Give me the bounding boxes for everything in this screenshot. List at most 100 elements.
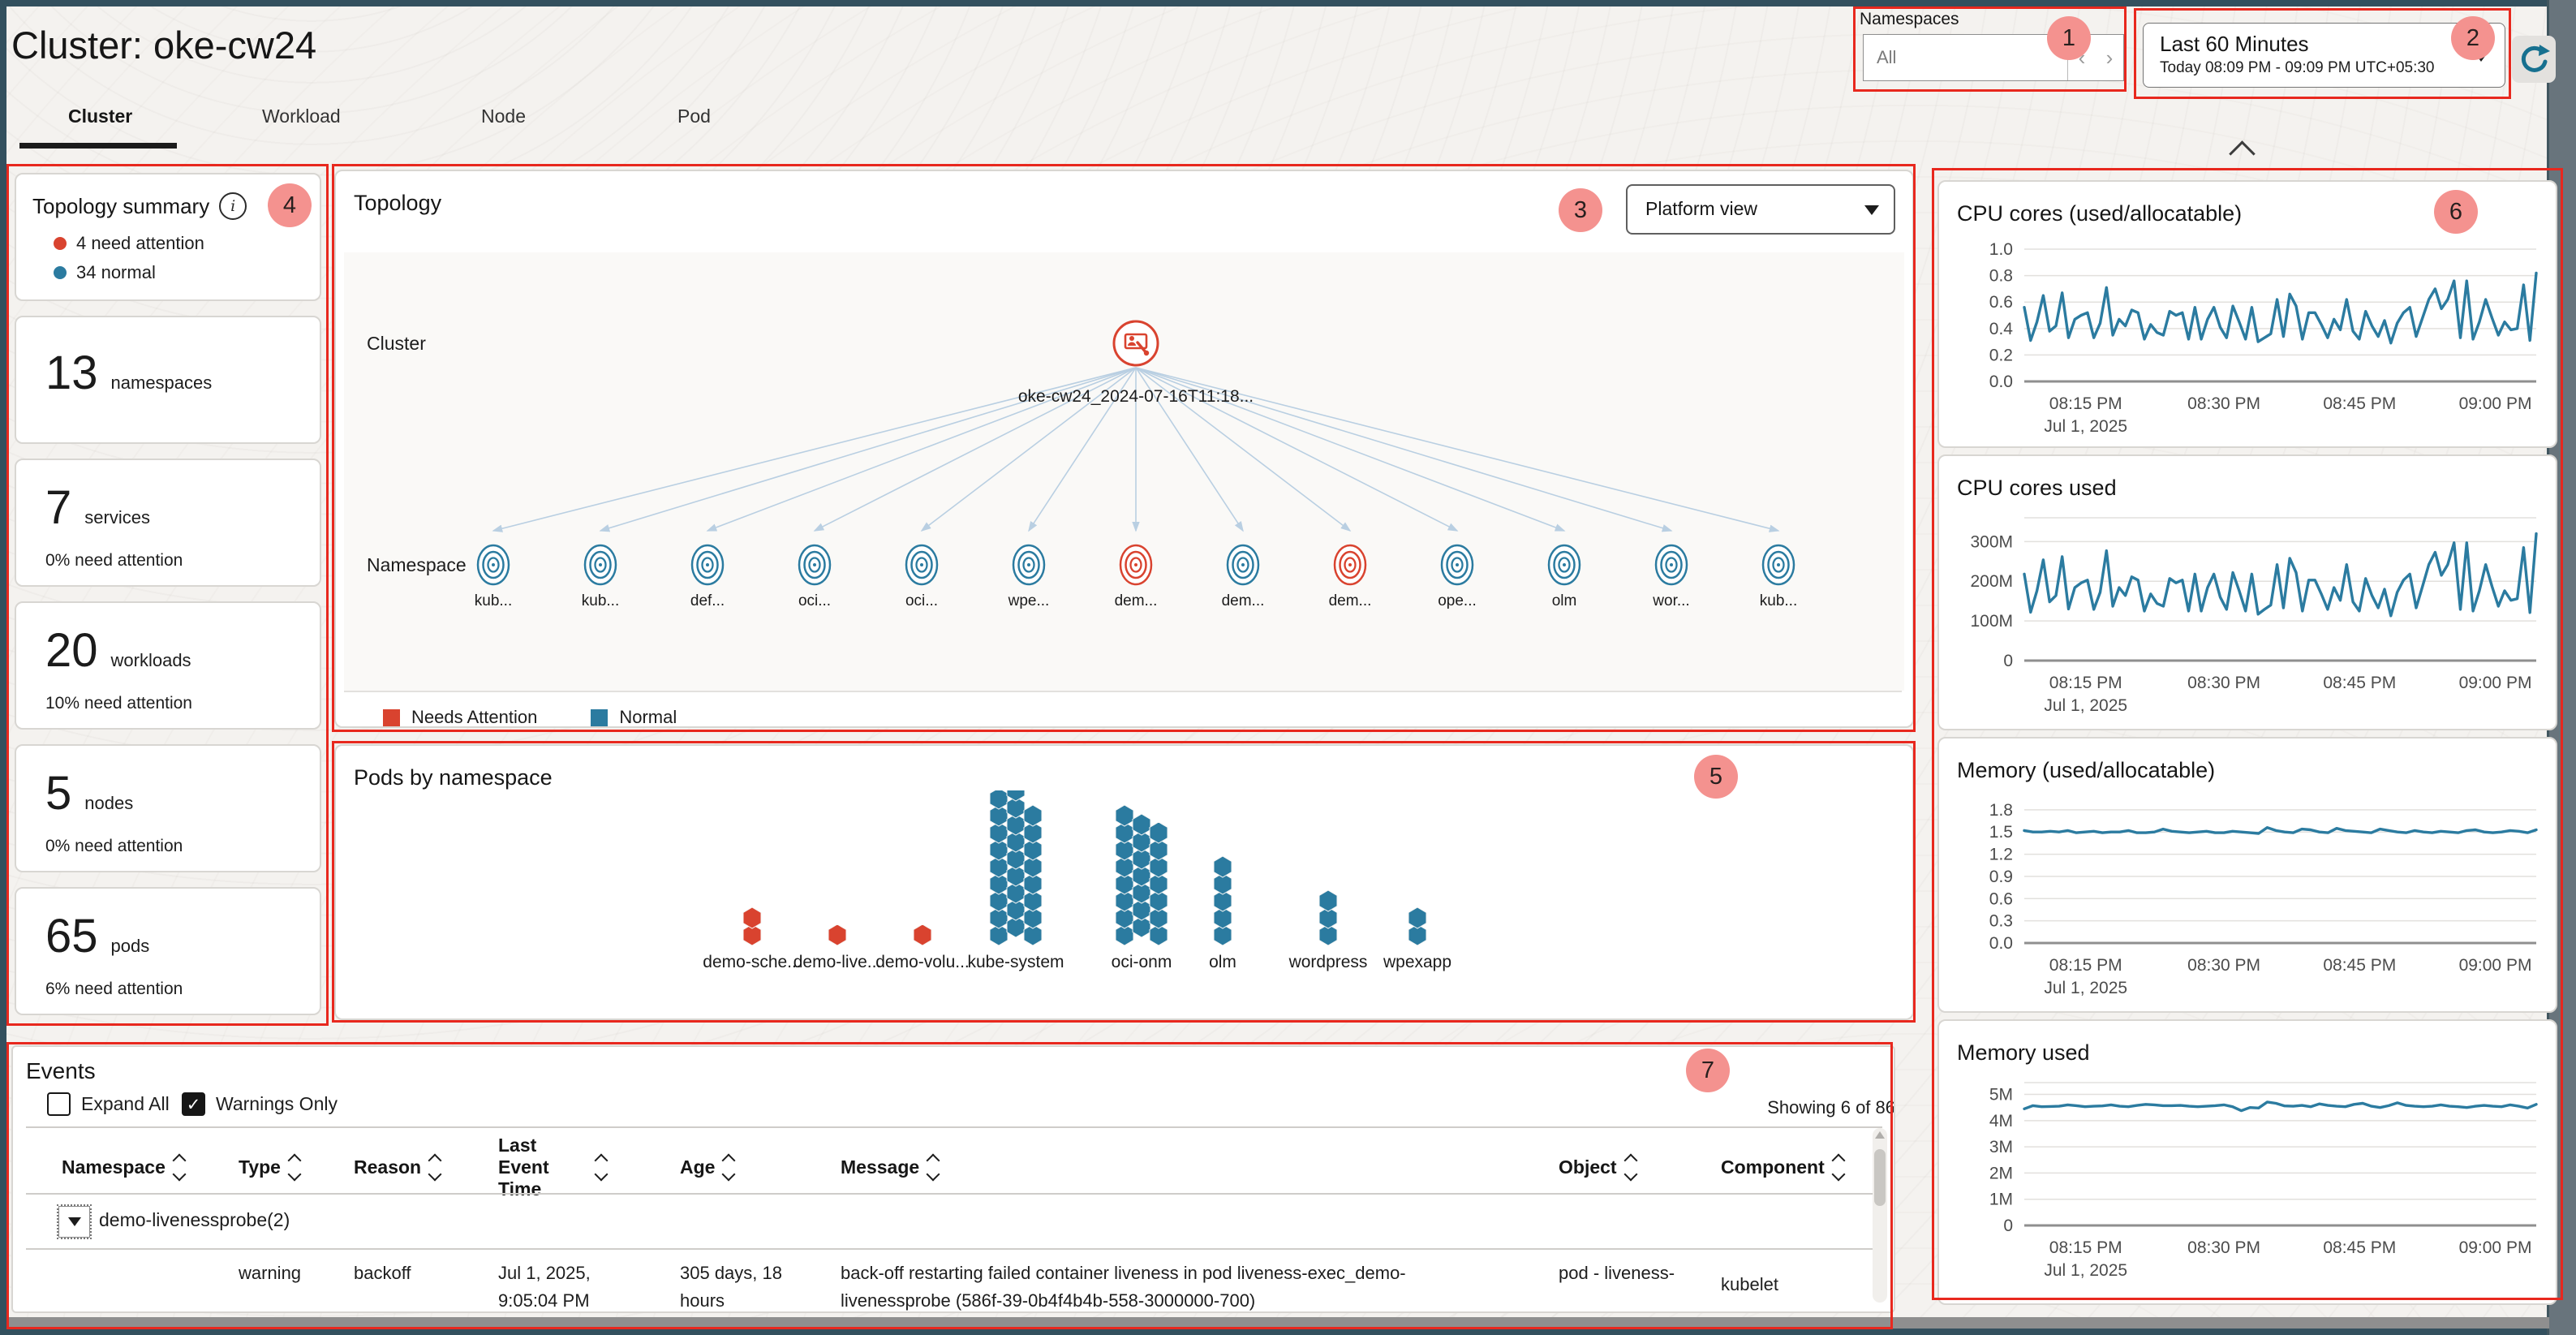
namespace-node[interactable]: dem... (1115, 544, 1158, 609)
pod-hex[interactable] (1213, 855, 1232, 878)
warnings-only-filter[interactable]: ✓ Warnings Only (182, 1092, 338, 1116)
tab-cluster[interactable]: Cluster (68, 106, 133, 127)
pod-hex[interactable] (1149, 855, 1168, 878)
pod-hex[interactable] (1023, 838, 1043, 861)
tab-pod[interactable]: Pod (677, 106, 711, 127)
pod-hex[interactable] (1318, 907, 1338, 929)
column-header-last-event-time[interactable]: Last Event Time (498, 1135, 680, 1200)
pod-hex[interactable] (1023, 872, 1043, 895)
pod-hex[interactable] (1149, 821, 1168, 844)
namespace-node[interactable]: kub... (1760, 544, 1797, 609)
topology-edge (1135, 367, 1352, 532)
y-tick-label: 0.0 (1989, 934, 2013, 953)
window-bottom-scroll-strip[interactable] (6, 1317, 2549, 1329)
stat-card-nodes[interactable]: 5 nodes 0% need attention (15, 744, 321, 872)
pod-hex[interactable] (1023, 821, 1043, 844)
pod-hex[interactable] (828, 924, 847, 946)
topology-edge (492, 367, 1137, 532)
topology-view-select[interactable]: Platform view (1626, 184, 1895, 235)
pods-group-label: wordpress (1288, 953, 1368, 971)
info-icon[interactable]: i (219, 192, 247, 220)
namespace-node[interactable]: kub... (582, 544, 619, 609)
cluster-node[interactable] (1112, 320, 1159, 367)
column-header-age[interactable]: Age (680, 1153, 841, 1182)
chevron-right-icon[interactable]: › (2105, 45, 2114, 70)
namespace-node[interactable]: dem... (1329, 544, 1372, 609)
pod-hex[interactable] (1408, 907, 1427, 929)
sort-icon[interactable] (1831, 1153, 1846, 1182)
stat-card-services[interactable]: 7 services 0% need attention (15, 459, 321, 587)
sort-icon[interactable] (287, 1153, 302, 1182)
pod-hex[interactable] (1023, 855, 1043, 878)
namespace-node[interactable]: ope... (1438, 544, 1477, 609)
column-header-type[interactable]: Type (239, 1153, 354, 1182)
chart-card-memory-ratio: Memory (used/allocatable) 1.8 1.5 1.2 0.9 0.… (1937, 737, 2557, 1013)
events-scrollbar[interactable] (1873, 1128, 1887, 1303)
pod-hex[interactable] (742, 907, 762, 929)
pod-hex[interactable] (1318, 889, 1338, 912)
pod-hex[interactable] (1213, 872, 1232, 895)
sort-icon[interactable] (594, 1153, 609, 1182)
divider (26, 1193, 1882, 1195)
scroll-up-icon[interactable] (1875, 1131, 1885, 1139)
sort-icon[interactable] (428, 1153, 442, 1182)
pod-hex[interactable] (1213, 889, 1232, 912)
pod-hex[interactable] (1006, 796, 1026, 819)
events-table-row[interactable]: warning backoff Jul 1, 2025, 9:05:04 PM … (62, 1260, 1867, 1311)
pod-hex[interactable] (1149, 838, 1168, 861)
pod-hex[interactable] (1023, 804, 1043, 827)
pod-hex[interactable] (989, 790, 1008, 810)
chart-card-cpu-used: CPU cores used 300M 200M 100M 0 08:15 PM 08:3… (1937, 454, 2557, 730)
column-header-message[interactable]: Message (841, 1153, 1559, 1182)
pod-hex[interactable] (913, 924, 932, 946)
pod-hex[interactable] (1213, 924, 1232, 946)
pod-hex[interactable] (1149, 907, 1168, 929)
y-tick-label: 1.8 (1989, 801, 2013, 820)
pod-hex[interactable] (1213, 907, 1232, 929)
chevron-left-icon[interactable]: ‹ (2078, 45, 2086, 70)
expand-all-filter[interactable]: Expand All (47, 1092, 170, 1116)
pod-hex[interactable] (742, 924, 762, 946)
warnings-only-checkbox[interactable]: ✓ (182, 1092, 205, 1116)
cell-last-event-time: Jul 1, 2025, 9:05:04 PM (498, 1263, 591, 1311)
scrollbar-thumb[interactable] (1874, 1149, 1886, 1206)
attention-square-icon (383, 708, 400, 726)
sort-icon[interactable] (926, 1153, 940, 1182)
namespace-node[interactable]: kub... (475, 544, 512, 609)
stat-card-workloads[interactable]: 20 workloads 10% need attention (15, 601, 321, 730)
pod-hex[interactable] (1408, 924, 1427, 946)
namespace-node[interactable]: def... (690, 544, 725, 609)
pod-hex[interactable] (1149, 872, 1168, 895)
tab-workload[interactable]: Workload (262, 106, 341, 127)
pod-hex[interactable] (1318, 924, 1338, 946)
sort-icon[interactable] (721, 1153, 736, 1182)
column-header-namespace[interactable]: Namespace (62, 1153, 239, 1182)
sort-icon[interactable] (172, 1153, 187, 1182)
group-expander-button[interactable] (57, 1204, 92, 1239)
stat-card-namespaces[interactable]: 13 namespaces (15, 316, 321, 444)
namespace-node[interactable]: wor... (1652, 544, 1690, 609)
pod-hex[interactable] (1006, 790, 1026, 802)
column-header-reason[interactable]: Reason (354, 1153, 498, 1182)
time-range-select[interactable]: Last 60 Minutes Today 08:09 PM - 09:09 P… (2143, 23, 2505, 88)
refresh-button[interactable] (2512, 36, 2556, 83)
pod-hex[interactable] (1023, 924, 1043, 946)
column-header-object[interactable]: Object (1559, 1153, 1721, 1182)
sort-icon[interactable] (1623, 1153, 1638, 1182)
tab-node[interactable]: Node (481, 106, 526, 127)
pod-hex[interactable] (1149, 924, 1168, 946)
pod-hex[interactable] (1149, 889, 1168, 912)
pod-hex[interactable] (1132, 813, 1151, 836)
namespace-node[interactable]: oci... (798, 544, 832, 609)
namespace-node[interactable]: dem... (1222, 544, 1265, 609)
pods-group-label: kube-system (967, 953, 1064, 971)
namespace-node[interactable]: wpe... (1008, 544, 1050, 609)
pod-hex[interactable] (1115, 804, 1134, 827)
pod-hex[interactable] (1023, 889, 1043, 912)
expand-all-checkbox[interactable] (47, 1092, 71, 1116)
namespace-node[interactable]: olm (1547, 544, 1581, 609)
pod-hex[interactable] (1023, 907, 1043, 929)
namespace-node[interactable]: oci... (905, 544, 939, 609)
stat-card-pods[interactable]: 65 pods 6% need attention (15, 887, 321, 1015)
column-header-component[interactable]: Component (1721, 1153, 1867, 1182)
